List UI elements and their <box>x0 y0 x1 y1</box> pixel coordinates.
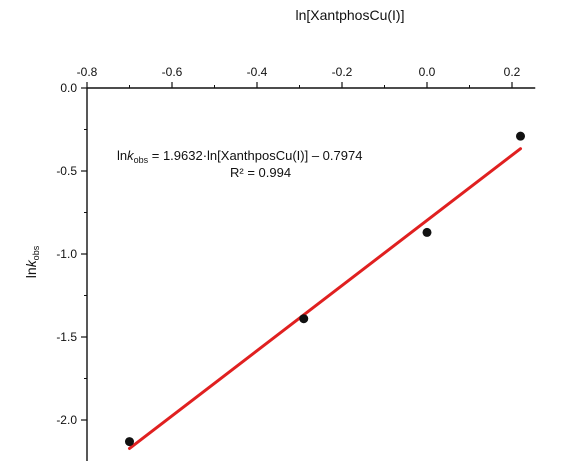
x-ticks: -0.8 -0.6 -0.4 -0.2 0.0 0.2 <box>77 65 521 88</box>
data-points <box>125 131 525 447</box>
fit-equation: lnkobs = 1.9632·ln[XanthposCu(I)] – 0.79… <box>117 148 362 165</box>
data-point <box>516 131 525 141</box>
fit-line <box>128 147 522 450</box>
data-point <box>125 437 134 447</box>
x-tick-label: 0.0 <box>419 65 436 79</box>
y-tick-label: -1.0 <box>56 247 77 261</box>
r-squared: R² = 0.994 <box>230 165 291 180</box>
y-tick-label: -0.5 <box>56 164 77 178</box>
y-ticks: 0.0 -0.5 -1.0 -1.5 -2.0 <box>56 81 87 427</box>
x-axis-title: ln[XantphosCu(I)] <box>296 7 405 23</box>
x-tick-label: -0.4 <box>247 65 268 79</box>
y-tick-label: 0.0 <box>60 81 77 95</box>
y-axis-title: lnkobs <box>23 245 41 278</box>
y-tick-label: -2.0 <box>56 413 77 427</box>
x-tick-label: 0.2 <box>504 65 521 79</box>
axes <box>86 87 536 461</box>
x-tick-label: -0.6 <box>162 65 183 79</box>
x-tick-label: -0.8 <box>77 65 98 79</box>
data-point <box>422 227 432 237</box>
y-tick-label: -1.5 <box>56 330 77 344</box>
data-point <box>299 314 309 324</box>
x-tick-label: -0.2 <box>332 65 353 79</box>
fit-line-group <box>128 147 522 450</box>
